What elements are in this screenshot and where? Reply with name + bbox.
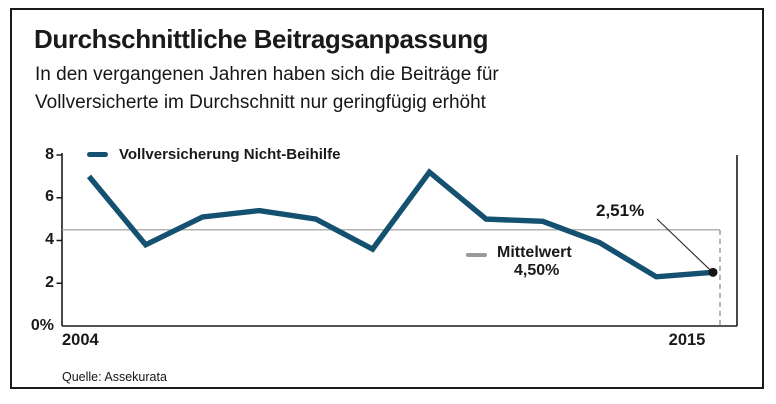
y-axis-tick-label: 8 (45, 145, 54, 163)
legend-mittelwert-label: Mittelwert (497, 244, 572, 261)
x-axis-label-2004: 2004 (62, 331, 99, 349)
y-axis-tick-label: 0% (30, 316, 54, 334)
y-axis-tick-label: 6 (45, 188, 54, 206)
page-title: Durchschnittliche Beitragsanpassung (34, 24, 489, 54)
mean-line-icon (466, 253, 487, 257)
legend-mittelwert-value: 4,50% (514, 262, 560, 279)
legend-series-label: Vollversicherung Nicht-Beihilfe (119, 146, 341, 163)
y-axis-tick-label: 2 (45, 273, 54, 291)
subtitle-line-1: In den vergangenen Jahren haben sich die… (35, 64, 499, 85)
subtitle-line-2: Vollversicherte im Durchschnitt nur geri… (35, 91, 486, 113)
annotation-last-value: 2,51% (596, 201, 645, 220)
x-axis-label-2015: 2015 (668, 331, 706, 349)
source-note: Quelle: Assekurata (62, 370, 167, 384)
subtitle: In den vergangenen Jahren haben sich die… (35, 61, 499, 116)
series-line-icon (87, 152, 108, 157)
legend-vollversicherung: Vollversicherung Nicht-Beihilfe (87, 146, 340, 163)
y-axis-tick-label: 4 (45, 231, 54, 248)
